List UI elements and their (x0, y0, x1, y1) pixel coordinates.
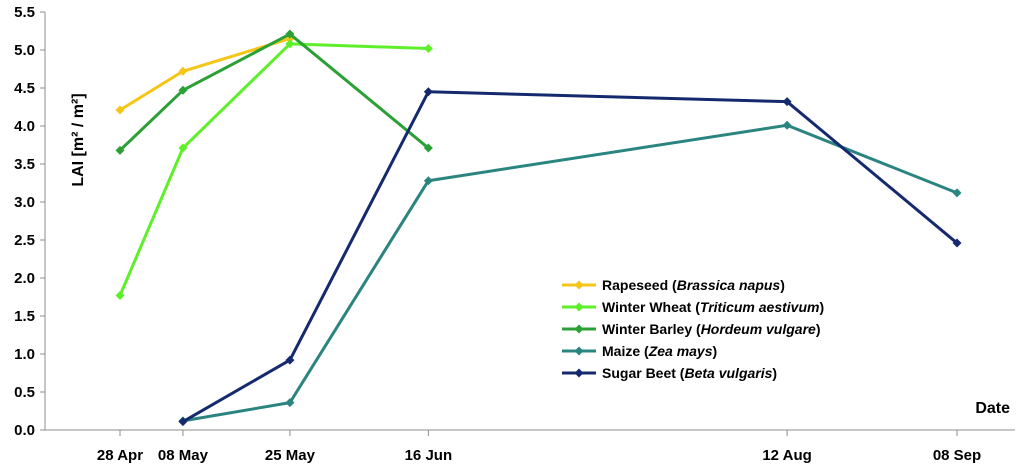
y-tick-label: 1.0 (14, 346, 35, 363)
legend-series-name: Sugar Beet (602, 365, 676, 381)
series-maize (178, 120, 962, 426)
legend-swatch-marker (574, 280, 584, 290)
legend-paren-close: ) (713, 343, 718, 359)
legend-latin-name: Brassica napus (677, 277, 781, 293)
legend-paren-open: ( (692, 321, 701, 337)
data-point (115, 290, 125, 300)
data-point (115, 145, 125, 155)
data-point (423, 87, 433, 97)
y-tick-label: 0.5 (14, 384, 35, 401)
legend-latin-name: Beta vulgaris (684, 365, 772, 381)
series-line (182, 123, 958, 423)
legend-paren-close: ) (780, 277, 785, 293)
series-line (118, 32, 430, 152)
x-tick-label: 28 Apr (97, 447, 143, 464)
y-axis-title: LAI [m² / m²] (70, 93, 87, 186)
legend-item: Rapeseed (Brassica napus) (562, 277, 785, 293)
legend-paren-open: ( (668, 277, 677, 293)
legend-swatch-marker (574, 302, 584, 312)
legend-paren-close: ) (772, 365, 777, 381)
data-point (178, 143, 188, 153)
legend-label: Winter Barley (Hordeum vulgare) (602, 321, 821, 337)
legend-latin-name: Zea mays (648, 343, 713, 359)
data-point (178, 85, 188, 95)
series-winter-barley (115, 29, 433, 155)
data-point (115, 105, 125, 115)
legend-item: Sugar Beet (Beta vulgaris) (562, 365, 777, 381)
y-tick-label: 5.0 (14, 42, 35, 59)
legend-paren-close: ) (819, 299, 824, 315)
data-point (178, 66, 188, 76)
data-point (285, 29, 295, 39)
legend-item: Winter Barley (Hordeum vulgare) (562, 321, 821, 337)
data-point (178, 417, 188, 427)
series-winter-wheat (115, 39, 433, 300)
legend-series-name: Winter Wheat (602, 299, 692, 315)
x-tick-label: 08 May (158, 447, 209, 464)
x-axis-title: Date (975, 400, 1010, 417)
x-tick-label: 12 Aug (762, 447, 811, 464)
legend-swatch-marker (574, 368, 584, 378)
data-point (423, 143, 433, 153)
x-tick-label: 08 Sep (933, 447, 981, 464)
data-point (423, 43, 433, 53)
data-point (285, 39, 295, 49)
data-point (423, 176, 433, 186)
legend-swatch-marker (574, 324, 584, 334)
data-point (285, 355, 295, 365)
legend-label: Rapeseed (Brassica napus) (602, 277, 785, 293)
data-point (952, 238, 962, 248)
y-tick-label: 2.0 (14, 270, 35, 287)
x-axis: 28 Apr 08 May 25 May 16 Jun 12 Aug 08 Sep (45, 429, 1015, 464)
series-line (119, 37, 291, 112)
y-tick-label: 4.5 (14, 80, 35, 97)
y-tick-label: 5.5 (14, 4, 35, 21)
legend-series-name: Winter Barley (602, 321, 692, 337)
data-point (285, 398, 295, 408)
legend-series-name: Rapeseed (602, 277, 668, 293)
y-tick-label: 2.5 (14, 232, 35, 249)
x-tick-label: 25 May (265, 447, 316, 464)
data-point (952, 188, 962, 198)
legend: Rapeseed (Brassica napus)Winter Wheat (T… (562, 277, 824, 381)
legend-latin-name: Hordeum vulgare (701, 321, 816, 337)
legend-latin-name: Triticum aestivum (700, 299, 820, 315)
y-tick-label: 0.0 (14, 422, 35, 439)
legend-paren-close: ) (816, 321, 821, 337)
y-tick-label: 3.0 (14, 194, 35, 211)
legend-swatch-marker (574, 346, 584, 356)
data-point (782, 97, 792, 107)
legend-item: Maize (Zea mays) (562, 343, 717, 359)
legend-label: Maize (Zea mays) (602, 343, 717, 359)
data-point (782, 120, 792, 130)
series-sugar-beet (178, 87, 962, 427)
legend-label: Sugar Beet (Beta vulgaris) (602, 365, 777, 381)
legend-paren-open: ( (691, 299, 700, 315)
legend-item: Winter Wheat (Triticum aestivum) (562, 299, 824, 315)
legend-series-name: Maize (602, 343, 640, 359)
y-tick-label: 3.5 (14, 156, 35, 173)
legend-paren-open: ( (640, 343, 649, 359)
legend-label: Winter Wheat (Triticum aestivum) (602, 299, 824, 315)
y-tick-label: 1.5 (14, 308, 35, 325)
series-line (118, 42, 429, 297)
series-layer (115, 29, 962, 427)
x-tick-label: 16 Jun (405, 447, 453, 464)
y-axis: 0.0 0.5 1.0 1.5 2.0 2.5 3.0 3.5 4.0 4.5 5.0 5.5 (14, 4, 46, 439)
legend-paren-open: ( (676, 365, 685, 381)
y-tick-label: 4.0 (14, 118, 35, 135)
